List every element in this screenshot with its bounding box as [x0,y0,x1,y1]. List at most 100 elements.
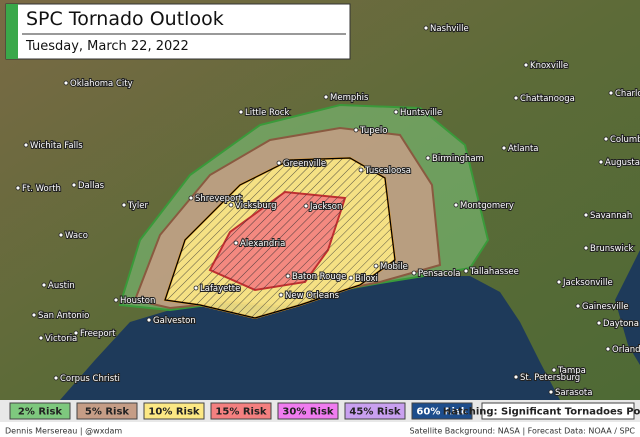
city-dot [188,195,194,201]
city-label: Charlotte [615,89,640,99]
city-dot [411,270,417,276]
city-dot [608,90,614,96]
city-dot [233,240,239,246]
city-label: Victoria [45,334,77,344]
legend: 2% Risk 5% Risk 10% Risk 15% Risk 30% Risk 45… [9,402,640,420]
city-dot [348,275,354,281]
city-label: Montgomery [460,201,514,211]
city-dot [58,232,64,238]
city-dot [113,297,119,303]
city-dot [276,160,282,166]
city-label: Tupelo [359,126,387,136]
city-label: Savannah [590,211,632,221]
city-label: Nashville [430,24,469,34]
city-dot [71,182,77,188]
legend-swatch [344,402,406,420]
city-dot [63,80,69,86]
city-label: Ft. Worth [22,184,61,194]
city-label: Tampa [557,366,586,376]
legend-label: 15% Risk [215,407,266,418]
legend-label: 10% Risk [148,407,199,418]
legend-label: 60% Risk [416,407,467,418]
city-dot [278,292,284,298]
hatching-box [481,402,635,420]
city-dot [41,282,47,288]
city-dot [393,109,399,115]
city-dot [353,127,359,133]
city-label: Jacksonville [562,278,613,288]
legend-label: 5% Risk [85,407,130,418]
city-dot [598,159,604,165]
legend-label: 2% Risk [18,407,63,418]
city-label: Corpus Christi [60,374,120,384]
city-label: Brunswick [590,244,634,254]
city-label: Oklahoma City [70,79,133,89]
city-label: Austin [48,281,75,291]
city-dot [548,389,554,395]
legend-swatch [411,402,473,420]
city-dot [38,335,44,341]
city-label: Jackson [309,202,342,212]
city-dot [285,273,291,279]
city-label: Columbia [610,135,640,145]
city-dot [31,312,37,318]
city-dot [513,374,519,380]
date: Tuesday, March 22, 2022 [25,39,189,54]
city-dot [583,212,589,218]
city-label: Birmingham [432,154,484,164]
city-dot [228,202,234,208]
city-dot [603,136,609,142]
city-label: Dallas [78,181,105,191]
city-dot [423,25,429,31]
city-label: Biloxi [355,274,378,284]
city-dot [596,320,602,326]
city-dot [373,263,379,269]
city-dot [605,346,611,352]
city-dot [463,268,469,274]
city-dot [23,142,29,148]
city-dot [73,330,79,336]
credit-source: Satellite Background: NASA | Forecast Da… [409,427,635,436]
city-label: Atlanta [508,144,539,154]
footer [0,422,640,437]
city-label: Mobile [380,262,408,272]
legend-swatch [143,402,205,420]
gulf-water [60,276,560,400]
city-label: Augusta [605,158,640,168]
city-label: Waco [65,231,88,241]
city-label: Tuscaloosa [364,166,411,176]
legend-swatch [277,402,339,420]
hatching-label: Hatching: Significant Tornadoes Possible [443,407,640,418]
city-label: Lafayette [200,284,240,294]
city-label: New Orleans [285,291,340,301]
city-label: Tyler [127,201,148,211]
city-label: Houston [120,296,155,306]
atlantic-water [615,250,640,365]
city-dot [453,202,459,208]
city-label: Galveston [153,316,196,326]
city-dot [193,285,199,291]
city-dot [556,279,562,285]
legend-swatch [76,402,138,420]
city-label: Wichita Falls [30,141,83,151]
credit-author: Dennis Mersereau | @wxdam [5,427,122,436]
city-label: Little Rock [245,108,289,118]
city-dot [501,145,507,151]
city-dot [583,245,589,251]
city-dot [53,375,59,381]
city-label: Baton Rouge [292,272,346,282]
legend-swatch [210,402,272,420]
city-label: Vicksburg [235,201,277,211]
legend-label: 30% Risk [282,407,333,418]
city-label: San Antonio [38,311,89,321]
city-dot [551,367,557,373]
city-dot [323,94,329,100]
city-dot [425,155,431,161]
city-label: Shreveport [195,194,243,204]
city-dot [358,167,364,173]
city-dot [513,95,519,101]
city-label: Gainesville [582,302,629,312]
city-label: Huntsville [400,108,442,118]
